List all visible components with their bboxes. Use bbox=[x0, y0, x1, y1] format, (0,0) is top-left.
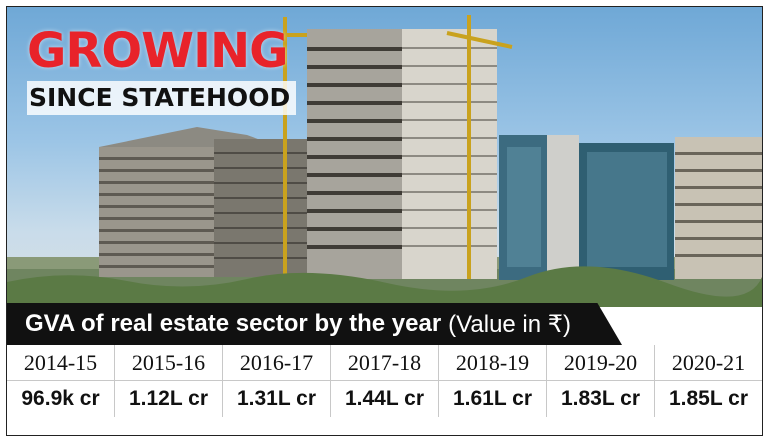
year-cell: 2019-20 bbox=[547, 345, 654, 381]
headline-sub: SINCE STATEHOOD bbox=[27, 81, 297, 115]
infographic-frame: GROWING SINCE STATEHOOD GVA of real esta… bbox=[6, 6, 763, 436]
table-column: 2018-19 1.61L cr bbox=[439, 345, 547, 417]
value-cell: 1.12L cr bbox=[128, 387, 208, 410]
table-column: 2014-15 96.9k cr bbox=[7, 345, 115, 417]
year-cell: 2015-16 bbox=[115, 345, 222, 381]
glass-building bbox=[499, 135, 674, 280]
year-cell: 2014-15 bbox=[7, 345, 114, 381]
construction-photo: GROWING SINCE STATEHOOD bbox=[7, 7, 762, 307]
table-title-bar: GVA of real estate sector by the year (V… bbox=[7, 303, 622, 345]
value-cell: 1.85L cr bbox=[668, 387, 748, 410]
year-cell: 2018-19 bbox=[439, 345, 546, 381]
value-cell: 1.44L cr bbox=[344, 387, 424, 410]
year-cell: 2016-17 bbox=[223, 345, 330, 381]
table-column: 2017-18 1.44L cr bbox=[331, 345, 439, 417]
headline-main: GROWING bbox=[27, 23, 289, 79]
value-cell: 1.61L cr bbox=[452, 387, 532, 410]
table-title: GVA of real estate sector by the year bbox=[25, 310, 442, 337]
table-column: 2015-16 1.12L cr bbox=[115, 345, 223, 417]
table-column: 2016-17 1.31L cr bbox=[223, 345, 331, 417]
table-column: 2020-21 1.85L cr bbox=[655, 345, 762, 417]
headline: GROWING SINCE STATEHOOD bbox=[27, 23, 297, 115]
construction-skyline-illustration bbox=[7, 15, 762, 307]
value-cell: 96.9k cr bbox=[21, 387, 100, 410]
gva-table: 2014-15 96.9k cr 2015-16 1.12L cr 2016-1… bbox=[7, 345, 762, 417]
table-column: 2019-20 1.83L cr bbox=[547, 345, 655, 417]
tower-cranes bbox=[269, 15, 513, 279]
left-tower bbox=[99, 127, 307, 277]
value-cell: 1.31L cr bbox=[236, 387, 316, 410]
value-cell: 1.83L cr bbox=[560, 387, 640, 410]
year-cell: 2020-21 bbox=[655, 345, 762, 381]
right-tower bbox=[675, 137, 762, 279]
year-cell: 2017-18 bbox=[331, 345, 438, 381]
table-title-unit: (Value in ₹) bbox=[448, 310, 572, 338]
central-tower bbox=[307, 29, 497, 279]
